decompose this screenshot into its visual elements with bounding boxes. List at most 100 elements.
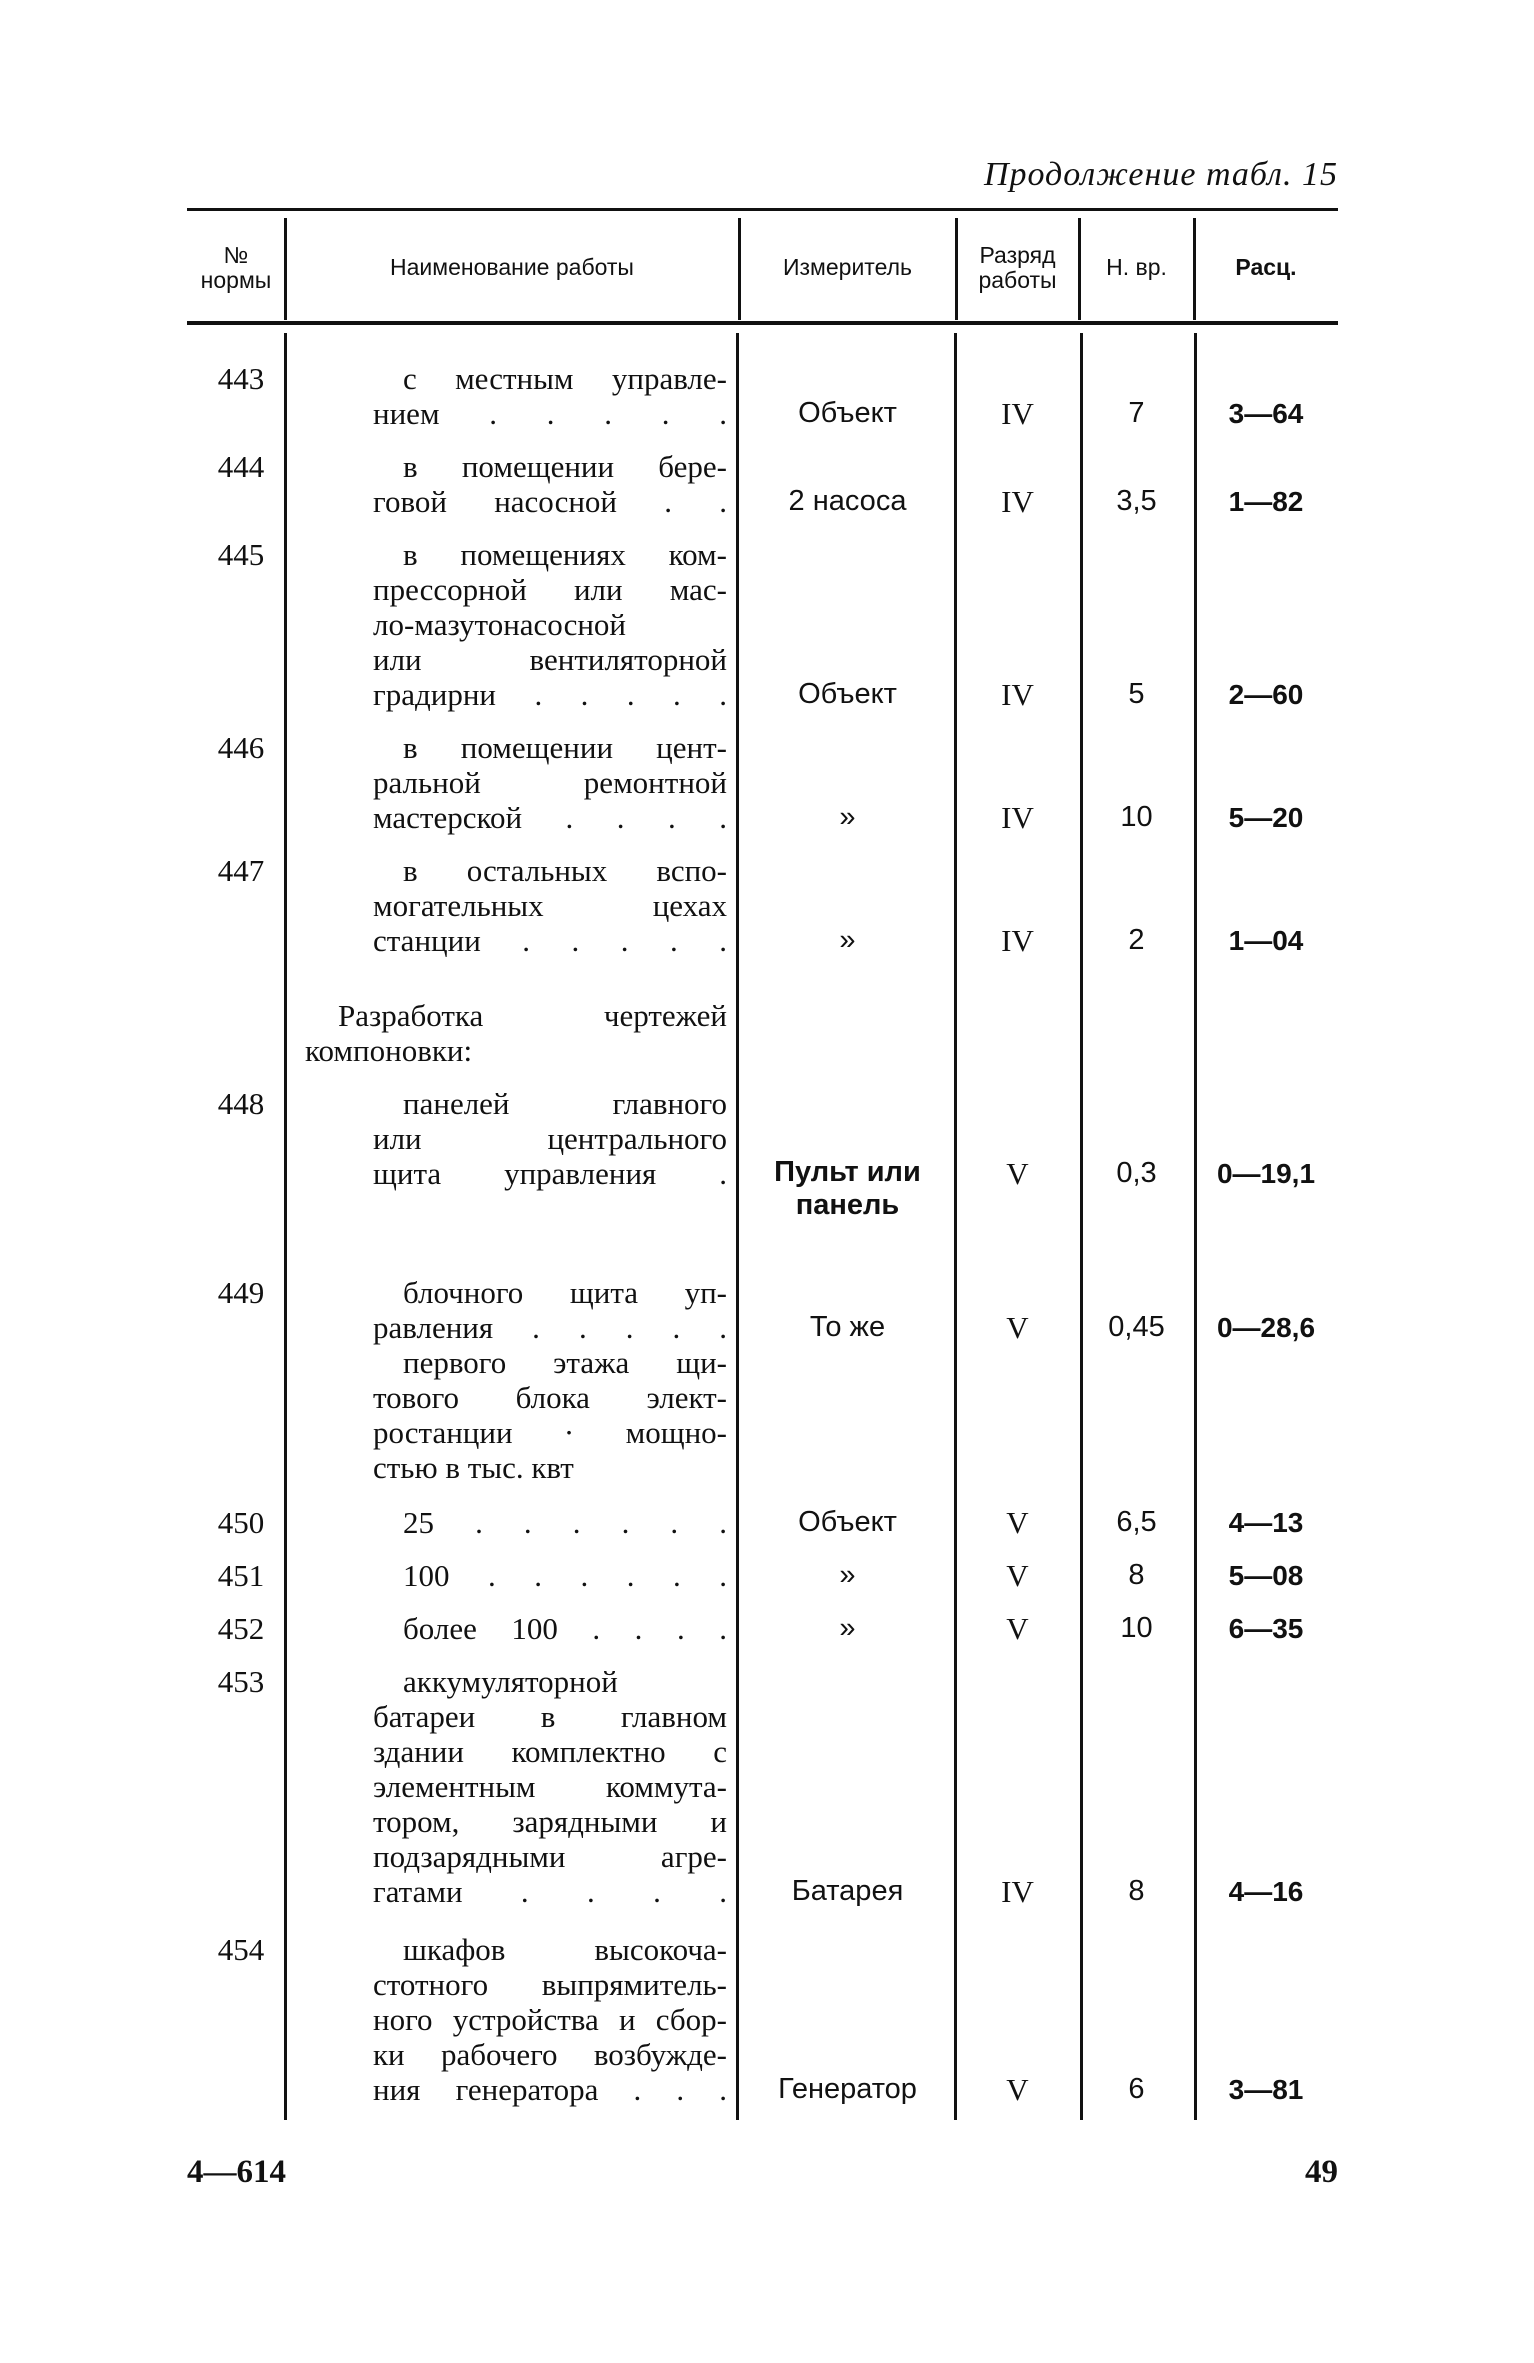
norm-time: 7 (1128, 397, 1145, 429)
measure-unit: Батарея (739, 1874, 956, 1909)
work-name-line: или центрального (373, 1121, 727, 1156)
work-name-line: в помещениях ком- (403, 537, 727, 572)
measure-unit: Пульт или панель (739, 1156, 956, 1222)
norm-time: 8 (1128, 1559, 1145, 1591)
column-rule (284, 218, 287, 320)
rate-value: 4—13 (1228, 1507, 1304, 1538)
work-name: в помещении бере-говой насосной . . (285, 449, 739, 519)
work-name-line: равления . . . . . (373, 1310, 727, 1345)
header-name: Наименование работы (390, 254, 634, 280)
work-name-line: шкафов высокоча- (403, 1932, 727, 1967)
norm-time: 3,5 (1116, 485, 1157, 517)
work-name-line: в помещении цент- (403, 730, 727, 765)
table-body: 443 с местным управле-нием . . . . . Объек… (187, 345, 1338, 2107)
work-name-line: здании комплектно с (373, 1734, 727, 1769)
norm-time: 6 (1128, 2073, 1145, 2105)
table-subheading-row: Разработка чертежей компоновки: (187, 958, 1338, 1068)
rate-value: 2—60 (1228, 679, 1304, 710)
measure-line: » (839, 1612, 856, 1644)
work-name-line: ростанции · мощно- (373, 1415, 727, 1450)
work-name-line: 100 . . . . . . (403, 1558, 727, 1593)
norm-number: 453 (217, 1664, 265, 1699)
work-name-line: или вентиляторной (373, 642, 727, 677)
measure-unit: » (739, 1611, 956, 1646)
norm-number: 447 (217, 853, 265, 888)
work-grade: V (1006, 1558, 1029, 1593)
table-subheading-row: первого этажа щи-тового блока элект-рост… (187, 1345, 1338, 1485)
work-name-line: стотного выпрямитель- (373, 1967, 727, 2002)
table-caption: Продолжение табл. 15 (983, 156, 1338, 193)
work-name-line: станции . . . . . (373, 923, 727, 958)
rate-value: 5—08 (1228, 1560, 1304, 1591)
page-number: 49 (1305, 2154, 1338, 2190)
work-name-line: аккумуляторной (403, 1664, 618, 1699)
column-rule (736, 333, 739, 2120)
column-rule (738, 218, 741, 320)
work-name: блочного щита уп-равления . . . . . (285, 1275, 739, 1345)
work-name-line: тового блока элект- (373, 1380, 727, 1415)
measure-line: Объект (798, 1506, 897, 1538)
norm-number: 449 (217, 1275, 265, 1310)
header-bottom-rule (187, 321, 1338, 325)
table-row: 454 шкафов высокоча-стотного выпрямитель-… (187, 1909, 1338, 2107)
measure-unit: 2 насоса (739, 484, 956, 519)
measure-unit: » (739, 800, 956, 835)
header-grade-line: работы (978, 266, 1057, 293)
work-name: 25 . . . . . . (285, 1505, 739, 1540)
table-row: 445 в помещениях ком-прессорной или мас-л… (187, 519, 1338, 712)
table-row: 449 блочного щита уп-равления . . . . . То… (187, 1257, 1338, 1345)
work-name: панелей главного или центрального щита упр… (285, 1086, 739, 1222)
measure-unit: Объект (739, 1505, 956, 1540)
norm-number: 450 (217, 1505, 265, 1540)
work-grade: V (1006, 1156, 1029, 1191)
header-grade-line: Разряд (979, 241, 1056, 268)
work-name-line: градирни . . . . . (373, 677, 727, 712)
work-grade: V (1006, 1505, 1029, 1540)
measure-line: Батарея (791, 1875, 904, 1907)
work-name-line: гатами . . . . (373, 1874, 727, 1909)
work-name: более 100 . . . . (285, 1611, 739, 1646)
work-name-line: батареи в главном (373, 1699, 727, 1734)
footer-signature: 4—614 (187, 2154, 286, 2190)
work-name: в остальных вспо-могательных цехах станци… (285, 853, 739, 958)
header-num: № нормы (187, 215, 285, 320)
norm-number: 454 (217, 1932, 265, 1967)
work-name-line: в остальных вспо- (403, 853, 727, 888)
norm-number: 451 (217, 1558, 265, 1593)
work-grade: V (1006, 1611, 1029, 1646)
norm-time: 0,3 (1116, 1157, 1157, 1189)
header-time: Н. вр. (1106, 254, 1167, 280)
work-name-line: ло-мазутонасосной (373, 607, 627, 642)
measure-unit: » (739, 1558, 956, 1593)
measure-unit: Объект (739, 396, 956, 431)
table-row: 452 более 100 . . . . » V 10 6—35 (187, 1593, 1338, 1646)
column-rule (1078, 218, 1081, 320)
work-name-line: первого этажа щи- (403, 1345, 727, 1380)
work-name-line: могательных цехах (373, 888, 727, 923)
rate-value: 1—82 (1228, 486, 1304, 517)
norm-number: 452 (217, 1611, 265, 1646)
column-rule (284, 333, 287, 2120)
measure-unit: » (739, 923, 956, 958)
work-name-line: Разработка чертежей (338, 998, 727, 1033)
measure-unit: То же (739, 1310, 956, 1345)
work-name-line: более 100 . . . . (403, 1611, 727, 1646)
work-name-line: ки рабочего возбужде- (373, 2037, 727, 2072)
norm-number: 446 (217, 730, 265, 765)
norm-number: 444 (217, 449, 265, 484)
column-rule (1194, 333, 1197, 2120)
measure-line: панель (795, 1189, 900, 1221)
table-row: 447 в остальных вспо-могательных цехах ста… (187, 835, 1338, 958)
work-name: аккумуляторной батареи в главном здании ко… (285, 1664, 739, 1909)
work-name-line: панелей главного (403, 1086, 727, 1121)
header-top-rule (187, 208, 1338, 211)
work-name-line: ральной ремонтной (373, 765, 727, 800)
header-measure: Измеритель (782, 254, 913, 280)
work-grade: IV (1001, 677, 1034, 712)
norm-number: 443 (217, 361, 265, 396)
measure-line: » (839, 801, 856, 833)
work-name: в помещениях ком-прессорной или мас-ло-м… (285, 537, 739, 712)
measure-line: Пульт или (774, 1156, 921, 1188)
rate-value: 0—28,6 (1216, 1312, 1316, 1343)
work-name-line: говой насосной . . (373, 484, 727, 519)
